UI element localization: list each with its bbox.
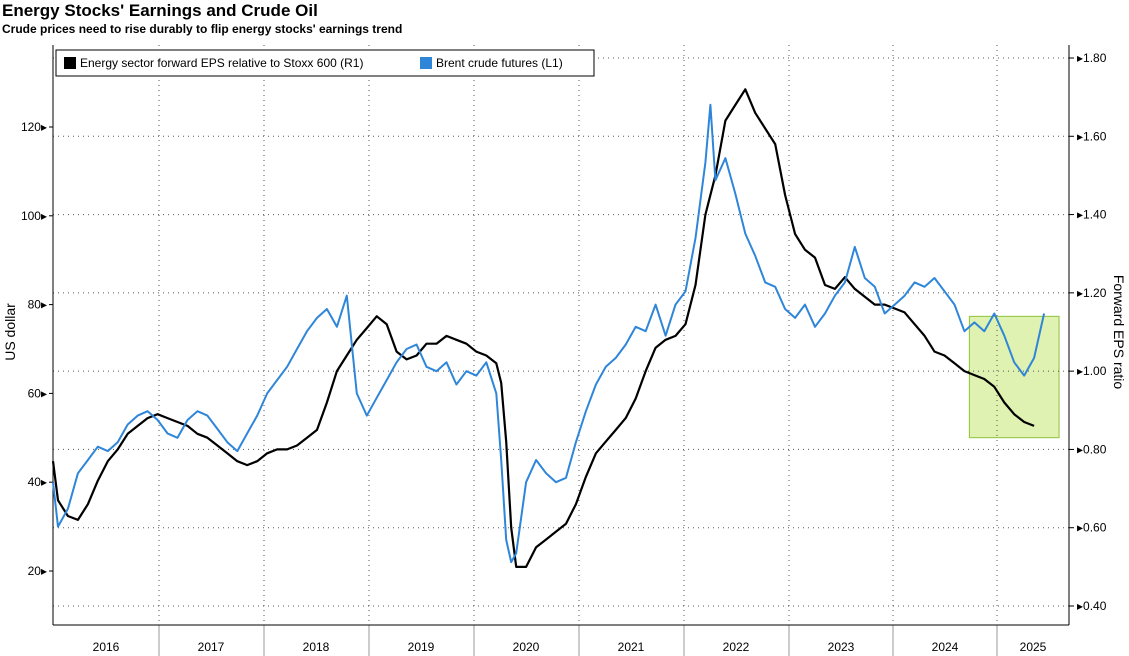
y-axis-left-label: US dollar	[2, 303, 18, 361]
left-tick-label: 120▸	[21, 120, 47, 134]
x-tick-label: 2019	[408, 640, 435, 654]
series-lines	[51, 88, 1046, 569]
right-tick-label: ▸1.80	[1077, 51, 1107, 65]
legend-label-eps: Energy sector forward EPS relative to St…	[80, 56, 363, 70]
axes: ▸0.40 ▸0.60 ▸0.80 ▸1.00 ▸1.20 ▸1.40 ▸1.60 ▸1.80…	[21, 45, 1107, 656]
y-axis-right-label: Forward EPS ratio	[1111, 275, 1127, 390]
x-tick-label: 2025	[1020, 640, 1047, 654]
left-tick-label: 60▸	[28, 386, 47, 400]
left-tick-label: 80▸	[28, 298, 47, 312]
series-line-eps	[51, 88, 1035, 569]
x-tick-label: 2020	[513, 640, 540, 654]
legend: Energy sector forward EPS relative to St…	[55, 49, 595, 77]
highlight-region	[968, 315, 1060, 439]
chart-subtitle: Crude prices need to rise durably to fli…	[2, 22, 403, 36]
x-tick-label: 2017	[198, 640, 225, 654]
chart-title: Energy Stocks' Earnings and Crude Oil	[2, 1, 318, 20]
series-line-brent	[52, 103, 1046, 564]
x-tick-label: 2018	[303, 640, 330, 654]
highlight-box	[968, 315, 1060, 439]
legend-label-brent: Brent crude futures (L1)	[436, 56, 563, 70]
x-tick-label: 2022	[723, 640, 750, 654]
left-tick-label: 20▸	[28, 564, 47, 578]
right-tick-label: ▸0.80	[1077, 442, 1107, 456]
left-tick-label: 100▸	[21, 209, 47, 223]
right-tick-label: ▸1.40	[1077, 208, 1107, 222]
legend-swatch-brent	[420, 57, 432, 69]
legend-box	[55, 49, 595, 77]
x-tick-label: 2023	[828, 640, 855, 654]
right-tick-label: ▸1.00	[1077, 364, 1107, 378]
right-tick-label: ▸1.20	[1077, 286, 1107, 300]
right-tick-label: ▸0.40	[1077, 599, 1107, 613]
x-tick-label: 2016	[93, 640, 120, 654]
x-tick-label: 2024	[932, 640, 959, 654]
x-tick-label: 2021	[618, 640, 645, 654]
right-tick-label: ▸0.60	[1077, 521, 1107, 535]
legend-swatch-eps	[64, 57, 76, 69]
grid-lines	[53, 45, 1069, 625]
left-tick-label: 40▸	[28, 475, 47, 489]
right-tick-label: ▸1.60	[1077, 129, 1107, 143]
